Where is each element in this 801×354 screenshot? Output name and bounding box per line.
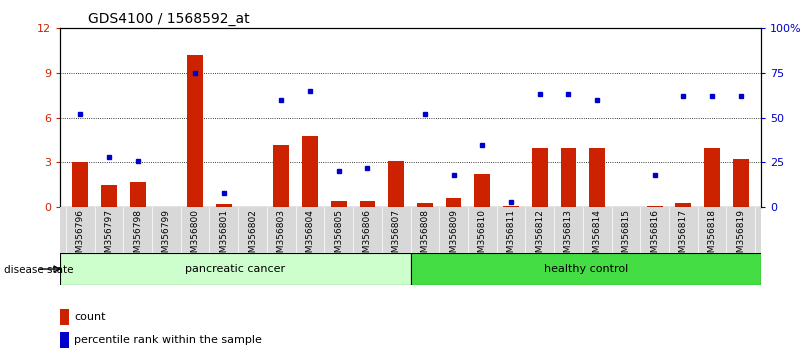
Bar [561, 148, 577, 207]
Text: GSM356816: GSM356816 [650, 210, 659, 264]
Text: GDS4100 / 1568592_at: GDS4100 / 1568592_at [88, 12, 250, 27]
Text: count: count [74, 312, 106, 322]
Bar [101, 185, 117, 207]
Text: disease state: disease state [4, 265, 74, 275]
Text: GSM356801: GSM356801 [219, 210, 228, 264]
Bar [503, 206, 519, 207]
Bar [302, 136, 318, 207]
Bar [417, 202, 433, 207]
Bar [474, 174, 490, 207]
Text: GSM356797: GSM356797 [104, 210, 114, 264]
Text: pancreatic cancer: pancreatic cancer [185, 264, 285, 274]
Bar [675, 202, 691, 207]
Text: GSM356812: GSM356812 [535, 210, 544, 264]
Bar [410, 253, 761, 285]
Text: GSM356811: GSM356811 [506, 210, 516, 264]
Bar [445, 198, 461, 207]
Text: GSM356803: GSM356803 [277, 210, 286, 264]
Text: GSM356804: GSM356804 [305, 210, 315, 264]
Bar [60, 253, 410, 285]
Text: GSM356802: GSM356802 [248, 210, 257, 264]
Bar [733, 159, 749, 207]
Bar [590, 148, 605, 207]
Text: percentile rank within the sample: percentile rank within the sample [74, 335, 262, 346]
Bar [60, 332, 69, 348]
Bar [532, 148, 548, 207]
Text: GSM356810: GSM356810 [478, 210, 487, 264]
Bar [646, 206, 662, 207]
Text: GSM356807: GSM356807 [392, 210, 400, 264]
Bar [130, 182, 146, 207]
Text: GSM356806: GSM356806 [363, 210, 372, 264]
Bar [60, 309, 69, 325]
Text: GSM356818: GSM356818 [707, 210, 717, 264]
Text: GSM356808: GSM356808 [421, 210, 429, 264]
Bar [187, 55, 203, 207]
Bar [704, 148, 720, 207]
Text: GSM356800: GSM356800 [191, 210, 199, 264]
Text: GSM356815: GSM356815 [622, 210, 630, 264]
Text: GSM356805: GSM356805 [334, 210, 343, 264]
Text: GSM356796: GSM356796 [75, 210, 85, 264]
Bar [72, 162, 88, 207]
Bar [388, 161, 404, 207]
Text: GSM356799: GSM356799 [162, 210, 171, 264]
Text: healthy control: healthy control [544, 264, 628, 274]
Text: GSM356817: GSM356817 [679, 210, 688, 264]
Bar [216, 204, 231, 207]
Bar [331, 201, 347, 207]
Text: GSM356798: GSM356798 [133, 210, 142, 264]
Text: GSM356814: GSM356814 [593, 210, 602, 264]
Bar [273, 144, 289, 207]
Text: GSM356813: GSM356813 [564, 210, 573, 264]
Text: GSM356809: GSM356809 [449, 210, 458, 264]
Bar [360, 201, 376, 207]
Text: GSM356819: GSM356819 [736, 210, 746, 264]
